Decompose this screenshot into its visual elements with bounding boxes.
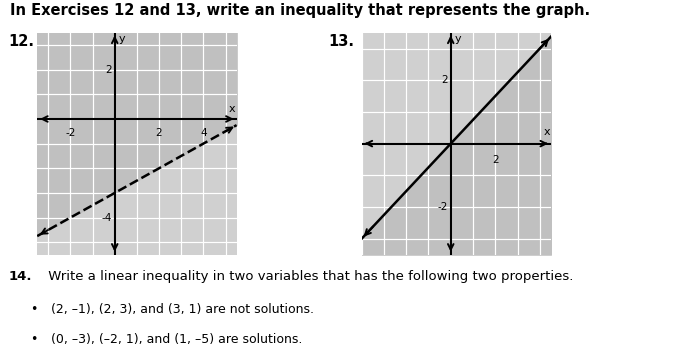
Text: (0, –3), (–2, 1), and (1, –5) are solutions.: (0, –3), (–2, 1), and (1, –5) are soluti… — [51, 333, 302, 344]
Text: -4: -4 — [101, 213, 112, 223]
Text: •: • — [30, 333, 38, 344]
Text: x: x — [544, 127, 550, 137]
Text: 13.: 13. — [328, 34, 354, 50]
Text: -2: -2 — [437, 202, 448, 212]
Text: •: • — [30, 303, 38, 316]
Text: y: y — [119, 34, 125, 44]
Text: 4: 4 — [200, 128, 207, 138]
Text: 2: 2 — [105, 65, 112, 75]
Text: y: y — [455, 34, 461, 44]
Text: Write a linear inequality in two variables that has the following two properties: Write a linear inequality in two variabl… — [44, 270, 573, 283]
Text: 12.: 12. — [8, 34, 34, 50]
Text: x: x — [229, 104, 235, 114]
Text: 2: 2 — [155, 128, 162, 138]
Text: 14.: 14. — [8, 270, 32, 283]
Text: -2: -2 — [65, 128, 76, 138]
Text: (2, –1), (2, 3), and (3, 1) are not solutions.: (2, –1), (2, 3), and (3, 1) are not solu… — [51, 303, 314, 316]
Text: 2: 2 — [441, 75, 448, 85]
Text: In Exercises 12 and 13, write an inequality that represents the graph.: In Exercises 12 and 13, write an inequal… — [10, 3, 590, 19]
Text: 2: 2 — [492, 155, 499, 165]
